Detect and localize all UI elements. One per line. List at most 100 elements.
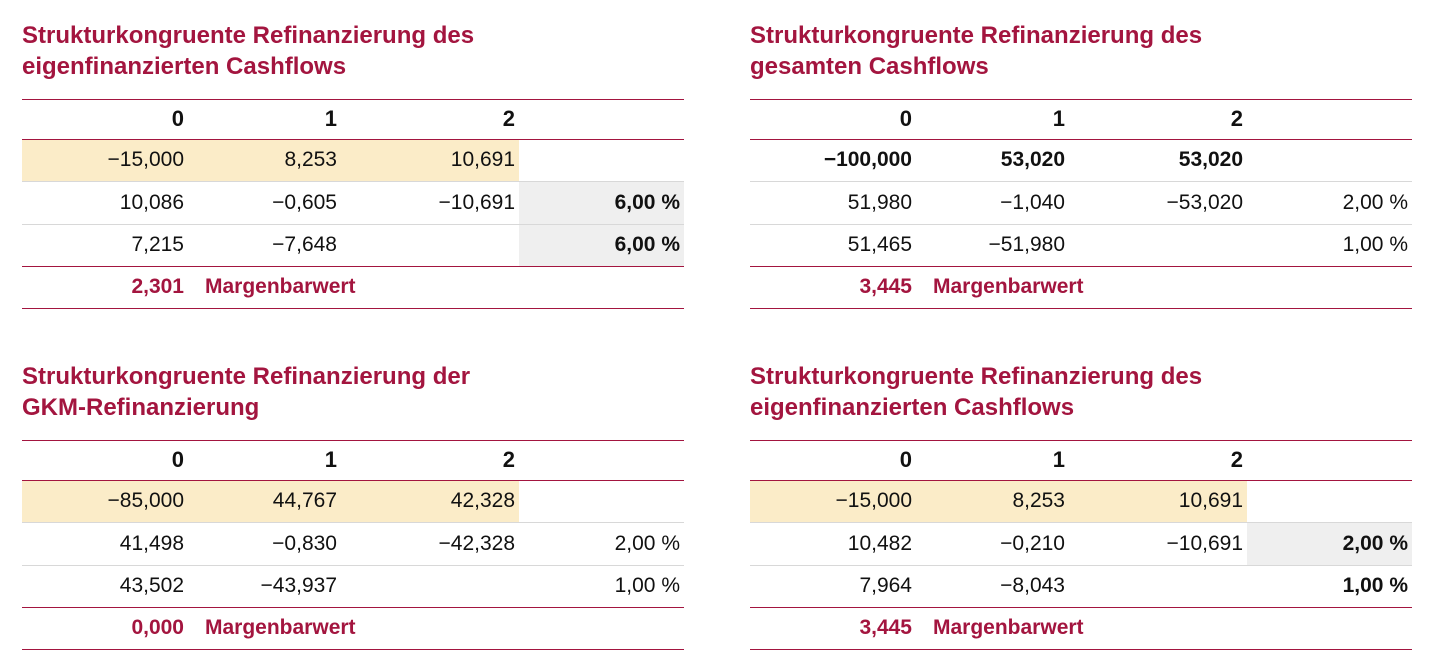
cell: −1,040 (1000, 190, 1065, 214)
cell: −10,691 (438, 190, 516, 214)
cell: 0 (899, 106, 912, 131)
cell: 1,00 % (614, 574, 680, 597)
rule (22, 649, 684, 650)
highlight (22, 139, 519, 181)
cell: 3,445 (859, 616, 912, 639)
cell: −51,980 (988, 233, 1066, 256)
cell: 7,215 (131, 233, 184, 256)
table-block: Strukturkongruente Refinanzierung des eig… (750, 0, 1412, 666)
cell: −10,691 (1166, 531, 1244, 555)
cell: 10,086 (119, 190, 184, 214)
table-title: Strukturkongruente Refinanzierung der (22, 363, 471, 390)
table-block: Strukturkongruente Refinanzierung des eig… (22, 0, 684, 666)
rule (22, 480, 684, 481)
cell: 1 (1052, 106, 1065, 131)
rule (22, 99, 684, 100)
cell: 3,445 (859, 275, 912, 298)
cell: 0 (171, 106, 184, 131)
rule (750, 522, 1412, 523)
cell: 2,00 % (614, 531, 680, 555)
table-title: eigenfinanzierten Cashflows (22, 53, 347, 80)
cell: 1 (1052, 447, 1065, 472)
cell: 7,964 (859, 574, 912, 597)
highlight (22, 480, 519, 522)
rule (750, 224, 1412, 225)
rule (750, 607, 1412, 608)
cell: −43,937 (260, 574, 338, 597)
cell: 44,767 (272, 489, 337, 512)
rule (750, 139, 1412, 140)
table-title: gesamten Cashflows (750, 53, 989, 80)
cell: −0,830 (272, 531, 337, 555)
rule (750, 181, 1412, 182)
cell: −7,648 (272, 233, 337, 256)
cell: 1,00 % (1342, 574, 1408, 597)
rule (22, 139, 684, 140)
cell: 8,253 (284, 148, 337, 171)
rule (22, 440, 684, 441)
cell: 42,328 (450, 489, 515, 512)
cell: 6,00 % (614, 190, 680, 214)
rule (750, 565, 1412, 566)
rule (22, 224, 684, 225)
cell: 2,00 % (1342, 531, 1408, 555)
footer-label: Margenbarwert (933, 275, 1084, 298)
rule (22, 607, 684, 608)
rule (750, 440, 1412, 441)
table-block: Strukturkongruente Refinanzierung des ges… (750, 0, 1412, 666)
highlight (519, 181, 684, 224)
cell: 2,00 % (1342, 190, 1408, 214)
footer-label: Margenbarwert (205, 616, 356, 639)
cell: −0,605 (272, 190, 337, 214)
cell: 10,691 (1178, 489, 1243, 512)
table-title: eigenfinanzierten Cashflows (750, 394, 1075, 421)
cell: 51,980 (847, 190, 912, 214)
cell: −15,000 (835, 489, 913, 512)
rule (22, 522, 684, 523)
cell: 8,253 (1012, 489, 1065, 512)
highlight (750, 480, 1247, 522)
cell: −8,043 (1000, 574, 1065, 597)
rule (750, 649, 1412, 650)
cell: 2,301 (131, 275, 184, 298)
rule (22, 181, 684, 182)
cell: 1,00 % (1342, 233, 1408, 256)
cell: 0,000 (131, 616, 184, 639)
cell: 53,020 (1178, 148, 1243, 171)
cell: 2 (502, 106, 515, 131)
cell: 2 (502, 447, 515, 472)
cell: 2 (1230, 106, 1243, 131)
rule (750, 480, 1412, 481)
table-title: GKM-Refinanzierung (22, 394, 260, 421)
cell: 41,498 (119, 531, 184, 555)
highlight (519, 224, 684, 266)
cell: −42,328 (438, 531, 516, 555)
cell: 6,00 % (614, 233, 680, 256)
highlight (1247, 522, 1412, 565)
cell: 10,691 (450, 148, 515, 171)
footer-label: Margenbarwert (205, 275, 356, 298)
cell: 0 (171, 447, 184, 472)
rule (22, 266, 684, 267)
rule (750, 99, 1412, 100)
cell: 53,020 (1000, 148, 1065, 171)
table-title: Strukturkongruente Refinanzierung des (22, 22, 475, 49)
rule (22, 565, 684, 566)
table-title: Strukturkongruente Refinanzierung des (750, 363, 1203, 390)
footer-label: Margenbarwert (933, 616, 1084, 639)
cell: −100,000 (823, 148, 912, 171)
cell: −0,210 (1000, 531, 1065, 555)
cell: 2 (1230, 447, 1243, 472)
cell: −85,000 (107, 489, 185, 512)
table-title: Strukturkongruente Refinanzierung des (750, 22, 1203, 49)
cell: 1 (324, 106, 337, 131)
rule (750, 308, 1412, 309)
cell: 0 (899, 447, 912, 472)
cell: −15,000 (107, 148, 185, 171)
cell: −53,020 (1166, 190, 1244, 214)
rule (22, 308, 684, 309)
table-block: Strukturkongruente Refinanzierung der GKM… (22, 0, 684, 666)
cell: 43,502 (119, 574, 184, 597)
cell: 51,465 (847, 233, 912, 256)
